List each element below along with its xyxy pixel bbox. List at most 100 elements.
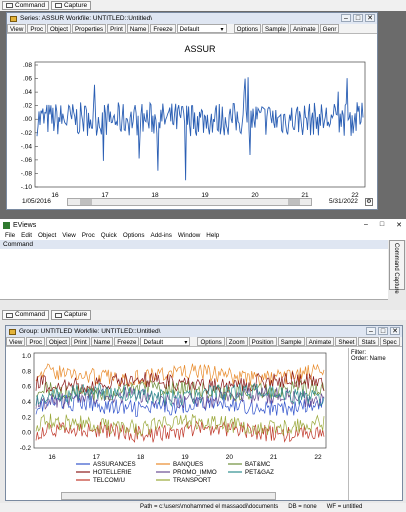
group-view-button[interactable]: View <box>6 337 26 346</box>
series-freeze-button[interactable]: Freeze <box>150 24 176 33</box>
group-sheet-button[interactable]: Sheet <box>335 337 358 346</box>
date-end: 5/31/2022 <box>329 198 358 205</box>
x-tick-label: 17 <box>93 454 101 461</box>
menu-bar: File Edit Object View Proc Quick Options Add-in… <box>0 231 406 240</box>
series-line-promoimmo <box>35 386 325 410</box>
y-tick-label: -.10 <box>21 184 33 191</box>
capture-icon <box>54 312 62 318</box>
command-input-area[interactable] <box>0 249 388 300</box>
scroll-thumb-left[interactable] <box>80 199 92 205</box>
menu-edit[interactable]: Edit <box>21 232 33 239</box>
x-tick-label: 19 <box>181 454 189 461</box>
close-button[interactable]: ✕ <box>365 14 375 22</box>
menu-options[interactable]: Options <box>122 232 145 239</box>
legend-label: TRANSPORT <box>173 477 211 484</box>
group-sample-button[interactable]: Sample <box>277 337 305 346</box>
menu-file[interactable]: File <box>5 232 16 239</box>
y-tick-label: -.08 <box>21 170 33 177</box>
y-tick-label: 0.0 <box>22 430 31 437</box>
y-tick-label: 0.4 <box>22 399 31 406</box>
series-line-transport <box>35 413 325 437</box>
x-tick-label: 18 <box>151 192 159 199</box>
group-print-button[interactable]: Print <box>70 337 90 346</box>
x-tick-label: 21 <box>270 454 278 461</box>
app-titlebar[interactable]: EViews – □ ✕ <box>0 219 406 231</box>
app-close-button[interactable]: ✕ <box>396 222 402 229</box>
app-maximize-button[interactable]: □ <box>379 221 385 228</box>
group-position-button[interactable]: Position <box>248 337 277 346</box>
series-line-telcomu <box>35 420 325 443</box>
order-label: Order: Name <box>351 356 386 362</box>
group-close-button[interactable]: ✕ <box>390 327 400 335</box>
group-window-titlebar[interactable]: Group: UNTITLED Workfile: UNTITLED::Unti… <box>6 326 402 337</box>
tab-command-top[interactable]: Command <box>2 1 49 10</box>
plot-frame <box>33 352 327 449</box>
menu-help[interactable]: Help <box>206 232 220 239</box>
chart-title: ASSUR <box>184 44 216 54</box>
series-line-assurances <box>35 393 325 418</box>
group-zoom-button[interactable]: Zoom <box>225 337 248 346</box>
y-tick-label: 1.0 <box>22 353 31 360</box>
group-maximize-button[interactable]: □ <box>378 327 388 335</box>
group-proc-button[interactable]: Proc <box>26 337 46 346</box>
group-animate-button[interactable]: Animate <box>305 337 335 346</box>
status-bar: Path = c:\users\mohammed el massaodi\doc… <box>0 503 406 512</box>
menu-addins[interactable]: Add-ins <box>150 232 172 239</box>
menu-view[interactable]: View <box>62 232 76 239</box>
series-sample-button[interactable]: Sample <box>261 24 289 33</box>
menu-proc[interactable]: Proc <box>81 232 95 239</box>
group-spec-button[interactable]: Spec <box>379 337 400 346</box>
series-toolbar: View Proc Object Properties Print Name Freeze D… <box>7 24 377 34</box>
group-date-scrollbar[interactable] <box>61 492 276 500</box>
top-tab-strip: Command Capture <box>0 0 406 11</box>
series-proc-button[interactable]: Proc <box>27 24 47 33</box>
group-options-button[interactable]: Options <box>197 337 225 346</box>
menu-object[interactable]: Object <box>38 232 57 239</box>
group-object-button[interactable]: Object <box>46 337 70 346</box>
menu-window[interactable]: Window <box>177 232 201 239</box>
group-window-icon <box>9 328 16 335</box>
group-stats-button[interactable]: Stats <box>358 337 379 346</box>
y-tick-label: -.02 <box>21 130 33 137</box>
series-properties-button[interactable]: Properties <box>71 24 107 33</box>
series-window-title: Series: ASSUR Workfile: UNTITLED::Untitl… <box>20 15 153 22</box>
series-animate-button[interactable]: Animate <box>289 24 319 33</box>
legend-label: BANQUES <box>173 461 203 468</box>
series-genr-button[interactable]: Genr <box>319 24 340 33</box>
settings-icon[interactable]: ⚙ <box>365 198 373 206</box>
tab-capture-top[interactable]: Capture <box>50 1 92 10</box>
y-tick-label: .00 <box>23 116 32 123</box>
x-tick-label: 20 <box>226 454 234 461</box>
series-window-icon <box>10 15 17 22</box>
assur-chart: ASSUR .08 .06 .04 .02 .00 -.02 -.04 -.06 -.08 -.10… <box>21 44 366 199</box>
series-name-button[interactable]: Name <box>126 24 150 33</box>
capture-icon <box>54 3 62 8</box>
y-tick-label: .08 <box>23 62 32 69</box>
menu-quick[interactable]: Quick <box>100 232 117 239</box>
date-range-scrollbar[interactable] <box>67 198 312 206</box>
series-options-button[interactable]: Options <box>233 24 261 33</box>
series-view-select[interactable]: Default ▾ <box>176 24 227 33</box>
date-start: 1/05/2016 <box>22 198 51 205</box>
maximize-button[interactable]: □ <box>353 14 363 22</box>
series-window-titlebar[interactable]: Series: ASSUR Workfile: UNTITLED::Untitl… <box>7 13 377 24</box>
command-pane-label: Command <box>3 241 33 248</box>
app-minimize-button[interactable]: – <box>363 221 368 228</box>
series-view-button[interactable]: View <box>7 24 27 33</box>
minimize-button[interactable]: – <box>341 14 351 22</box>
tab-command-bottom[interactable]: Command <box>2 310 49 320</box>
group-minimize-button[interactable]: – <box>366 327 376 335</box>
tab-capture-bottom[interactable]: Capture <box>50 310 92 320</box>
series-object-button[interactable]: Object <box>47 24 71 33</box>
legend-label: PROMO_IMMO <box>173 469 217 476</box>
command-capture-side-tab[interactable]: Command Capture <box>389 240 405 294</box>
group-view-select[interactable]: Default ▾ <box>140 337 191 346</box>
scroll-thumb-right[interactable] <box>288 199 300 205</box>
assur-series-line <box>36 77 364 181</box>
chevron-down-icon: ▾ <box>184 339 188 346</box>
group-name-button[interactable]: Name <box>90 337 114 346</box>
status-db: DB = none <box>288 504 317 510</box>
group-freeze-button[interactable]: Freeze <box>114 337 140 346</box>
series-print-button[interactable]: Print <box>107 24 126 33</box>
legend-label: ASSURANCES <box>93 461 136 468</box>
